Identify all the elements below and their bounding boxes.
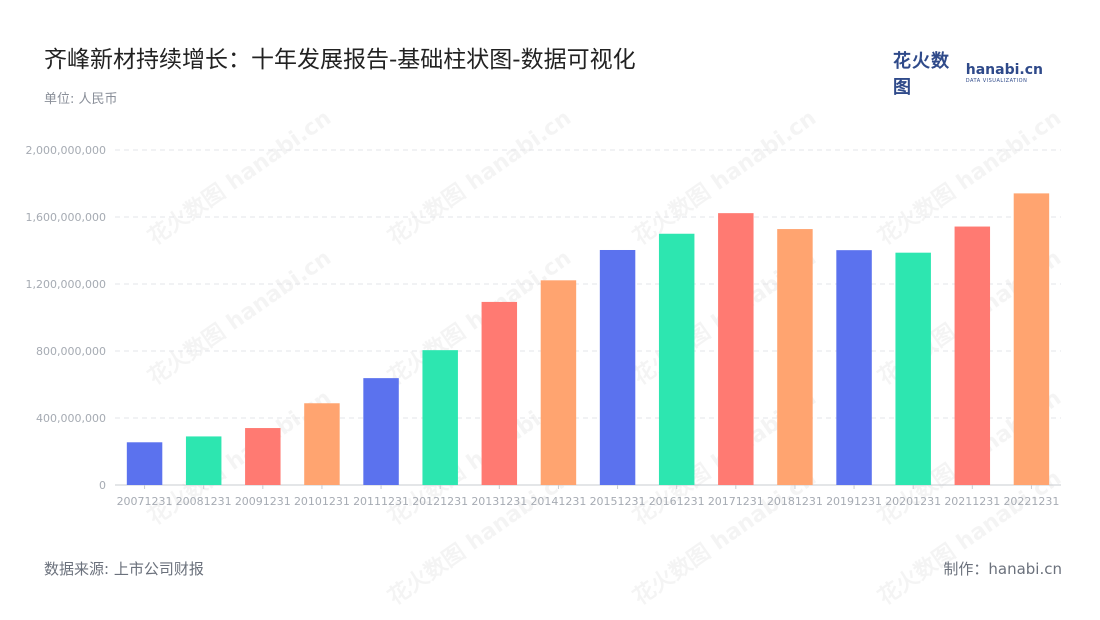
x-tick-label: 20191231	[826, 495, 882, 508]
x-tick-label: 20211231	[944, 495, 1000, 508]
bar[interactable]	[1013, 193, 1050, 485]
bar[interactable]	[422, 350, 458, 485]
bar[interactable]	[599, 249, 636, 485]
logo-english: hanabi.cn DATA VISUALIZATION	[966, 63, 1043, 84]
data-source: 数据来源: 上市公司财报	[44, 560, 204, 578]
x-tick-label: 20111231	[353, 495, 409, 508]
x-tick-label: 20101231	[294, 495, 350, 508]
x-tick-label: 20201231	[885, 495, 941, 508]
bars	[126, 193, 1050, 486]
x-axis-ticks: 20071231 20081231 20091231 20101231 20111231…	[117, 485, 1059, 508]
bar[interactable]	[836, 250, 872, 485]
y-tick-label: 800,000,000	[36, 345, 106, 358]
bar[interactable]	[540, 280, 577, 485]
logo-subtitle: DATA VISUALIZATION	[965, 77, 1028, 84]
y-axis-ticks: 0 400,000,000 800,000,000 1,200,000,000 1,60…	[26, 144, 106, 492]
brand-logo: 花火数图 hanabi.cn DATA VISUALIZATION	[893, 51, 1043, 98]
chart-title: 齐峰新材持续增长：十年发展报告-基础柱状图-数据可视化	[44, 47, 636, 73]
y-tick-label: 400,000,000	[36, 412, 106, 425]
x-tick-label: 20121231	[412, 495, 468, 508]
x-tick-label: 20181231	[767, 495, 823, 508]
bar[interactable]	[185, 436, 222, 485]
unit-label: 单位: 人民币	[44, 92, 118, 107]
x-tick-label: 20141231	[530, 495, 586, 508]
bar[interactable]	[954, 226, 991, 486]
x-tick-label: 20151231	[590, 495, 646, 508]
bar[interactable]	[363, 378, 399, 485]
x-tick-label: 20131231	[471, 495, 527, 508]
x-tick-label: 20081231	[176, 495, 232, 508]
bar[interactable]	[304, 403, 340, 485]
logo-brand-text: hanabi.cn	[965, 61, 1043, 78]
x-tick-label: 20071231	[117, 495, 173, 508]
x-tick-label: 20221231	[1003, 495, 1059, 508]
y-tick-label: 1,200,000,000	[26, 278, 106, 291]
y-tick-label: 0	[99, 479, 106, 492]
bar[interactable]	[895, 252, 931, 485]
logo-chinese-text: 花火数图	[893, 51, 950, 98]
x-tick-label: 20161231	[649, 495, 705, 508]
bar[interactable]	[126, 442, 163, 485]
credit-label: 制作：hanabi.cn	[943, 560, 1062, 578]
bar[interactable]	[658, 233, 695, 485]
bar[interactable]	[777, 229, 813, 485]
bar[interactable]	[481, 301, 518, 485]
x-tick-label: 20171231	[708, 495, 764, 508]
x-tick-label: 20091231	[235, 495, 291, 508]
y-tick-label: 1,600,000,000	[26, 211, 106, 224]
bar[interactable]	[718, 213, 754, 485]
bar[interactable]	[245, 428, 281, 485]
y-tick-label: 2,000,000,000	[26, 144, 106, 157]
